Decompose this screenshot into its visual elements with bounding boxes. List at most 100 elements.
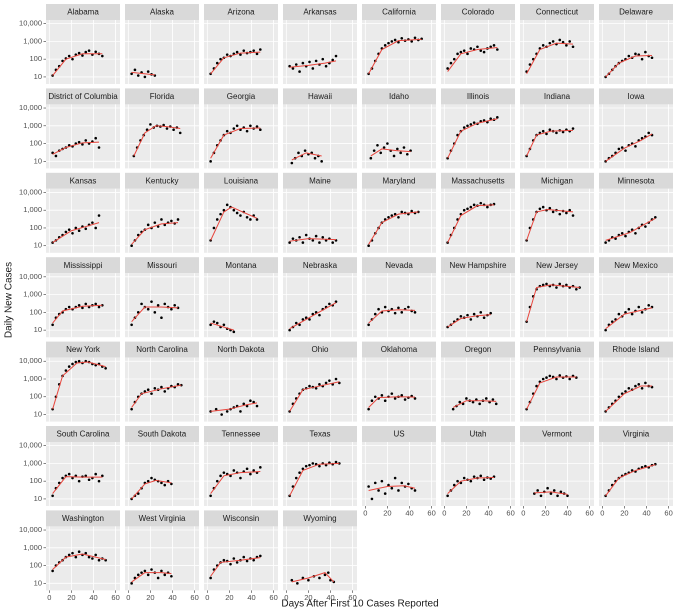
panel-background — [599, 442, 673, 506]
panel-background — [204, 104, 278, 169]
data-point — [87, 49, 91, 52]
y-tick-label: 1,000 — [23, 290, 42, 299]
data-point — [222, 471, 226, 474]
data-point — [298, 235, 301, 239]
data-point — [232, 127, 236, 130]
data-point — [143, 390, 147, 393]
strip — [46, 88, 120, 105]
data-point — [548, 128, 552, 132]
strip — [441, 257, 515, 274]
data-point — [410, 209, 414, 213]
data-point — [255, 52, 259, 56]
fit-line — [210, 51, 261, 75]
data-point — [130, 72, 133, 76]
x-tick-label: 40 — [326, 593, 334, 602]
data-point — [143, 569, 147, 573]
data-point — [146, 479, 150, 483]
data-point — [136, 492, 140, 495]
fit-line — [526, 284, 580, 322]
data-point — [620, 392, 624, 395]
y-tick-label: 1,000 — [23, 205, 42, 214]
data-point — [555, 131, 558, 135]
strip-title: Alaska — [150, 8, 175, 17]
strip-title: New Jersey — [536, 261, 578, 270]
fit-line — [289, 60, 337, 68]
data-point — [321, 57, 325, 61]
panel-background — [441, 20, 515, 84]
strip-title: Louisiana — [224, 176, 259, 185]
strip — [599, 88, 673, 105]
data-point — [150, 476, 153, 480]
data-point — [301, 318, 305, 321]
data-point — [614, 237, 617, 240]
data-point — [387, 483, 390, 487]
data-point — [209, 323, 212, 327]
data-point — [84, 474, 88, 478]
strip — [520, 257, 594, 274]
y-tick-label: 10,000 — [19, 441, 42, 450]
data-point — [400, 394, 404, 397]
fit-line — [368, 485, 416, 491]
data-point — [548, 374, 552, 378]
data-point — [84, 50, 88, 54]
data-point — [383, 492, 387, 495]
x-tick-label: 0 — [126, 593, 130, 602]
data-point — [558, 38, 562, 42]
data-point — [446, 494, 449, 498]
data-point — [541, 283, 545, 287]
data-point — [479, 474, 483, 478]
fit-line — [289, 302, 337, 330]
data-point — [331, 241, 335, 244]
data-point — [644, 50, 647, 54]
data-point — [150, 300, 153, 303]
data-point — [489, 45, 493, 49]
data-point — [215, 321, 219, 325]
data-point — [245, 129, 249, 133]
data-point — [393, 476, 397, 480]
data-point — [239, 476, 242, 480]
data-point — [475, 398, 478, 401]
strip — [46, 341, 120, 358]
panel-background — [599, 20, 673, 84]
panel-background — [283, 526, 357, 591]
data-point — [225, 129, 229, 133]
data-point — [84, 551, 88, 555]
strip-title: Washington — [62, 514, 104, 523]
data-point — [160, 218, 163, 221]
data-point — [561, 130, 565, 134]
y-tick-label: 1,000 — [23, 543, 42, 552]
data-point — [539, 494, 543, 498]
data-point — [469, 479, 473, 483]
data-point — [637, 383, 641, 386]
data-point — [541, 205, 545, 209]
data-point — [77, 229, 81, 233]
data-point — [136, 74, 140, 77]
data-point — [311, 312, 315, 316]
data-point — [255, 218, 259, 221]
fit-line — [52, 53, 103, 76]
data-point — [489, 311, 493, 315]
strip-title: Virginia — [623, 430, 650, 439]
x-tick-label: 60 — [664, 508, 672, 517]
data-point — [74, 226, 78, 230]
y-tick-label: 10 — [34, 494, 42, 503]
data-point — [462, 49, 466, 52]
data-point — [249, 399, 252, 403]
data-point — [630, 228, 634, 231]
data-point — [156, 303, 160, 307]
strip-title: Florida — [150, 92, 175, 101]
data-point — [410, 40, 414, 43]
data-point — [496, 48, 499, 51]
data-point — [54, 154, 58, 158]
x-tick-label: 60 — [190, 593, 198, 602]
data-point — [571, 127, 575, 130]
y-tick-label: 10,000 — [19, 272, 42, 281]
data-point — [558, 374, 562, 377]
data-point — [377, 307, 380, 311]
data-point — [64, 230, 68, 234]
data-point — [393, 397, 397, 400]
data-point — [535, 384, 538, 388]
data-point — [51, 569, 54, 573]
data-point — [212, 320, 216, 323]
panel-background — [46, 188, 120, 253]
